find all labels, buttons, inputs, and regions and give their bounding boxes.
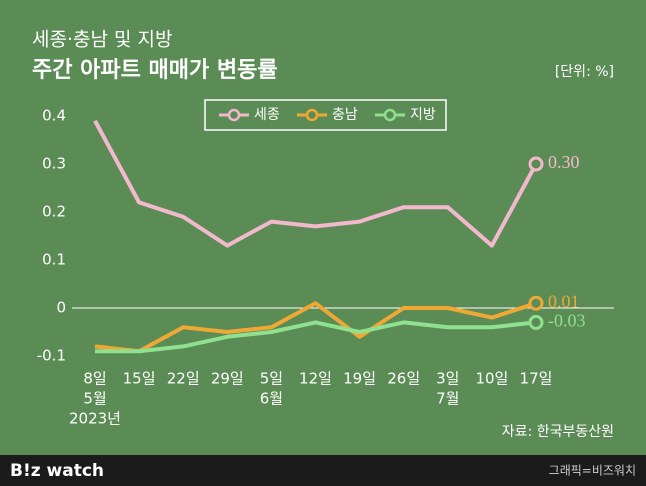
end-marker	[528, 314, 544, 330]
x-tick-label: 19일	[343, 370, 376, 388]
chart-subtitle: 세종·충남 및 지방	[32, 29, 172, 51]
legend-label: 지방	[410, 107, 436, 123]
x-tick-label: 5일	[260, 370, 283, 388]
x-tick-label: 26일	[387, 370, 420, 388]
unit-label: [단위: %]	[555, 64, 614, 80]
x-tick-label: 10일	[475, 370, 508, 388]
source: 자료: 한국부동산원	[502, 424, 614, 440]
y-tick-label: 0.4	[42, 107, 66, 125]
x-tick-label: 29일	[211, 370, 244, 388]
legend-label: 세종	[254, 107, 280, 123]
y-tick-label: 0	[56, 299, 66, 317]
legend-marker	[383, 108, 397, 122]
y-tick-label: 0.1	[42, 251, 66, 269]
line	[94, 301, 537, 354]
line	[93, 119, 538, 248]
credit: 그래픽=비즈워치	[549, 464, 636, 478]
x-tick-label: 12일	[299, 370, 332, 388]
y-tick-label: 0.3	[42, 155, 66, 173]
legend-box	[204, 99, 447, 131]
month-label: 6월	[260, 390, 283, 408]
legend-label: 충남	[332, 107, 358, 123]
footer	[0, 455, 646, 486]
month-label: 5월	[83, 390, 106, 408]
x-tick-label: 3일	[436, 370, 459, 388]
legend-marker	[305, 108, 319, 122]
value-label: 0.01	[548, 291, 580, 311]
x-tick-label: 22일	[167, 370, 200, 388]
x-tick-label: 8일	[83, 370, 106, 388]
x-tick-label: 15일	[123, 370, 156, 388]
end-marker	[528, 156, 544, 172]
line	[95, 320, 537, 354]
legend-marker	[227, 108, 241, 122]
value-label: 0.30	[548, 152, 580, 172]
x-tick-label: 17일	[520, 370, 553, 388]
y-tick-label: 0.2	[42, 203, 66, 221]
end-marker	[528, 295, 544, 311]
value-label: -0.03	[548, 311, 586, 331]
year-label: 2023년	[69, 410, 121, 428]
y-tick-label: -0.1	[37, 347, 66, 365]
logo: B!z watch	[10, 461, 104, 481]
month-label: 7월	[436, 390, 459, 408]
chart-title: 주간 아파트 매매가 변동률	[32, 58, 278, 83]
